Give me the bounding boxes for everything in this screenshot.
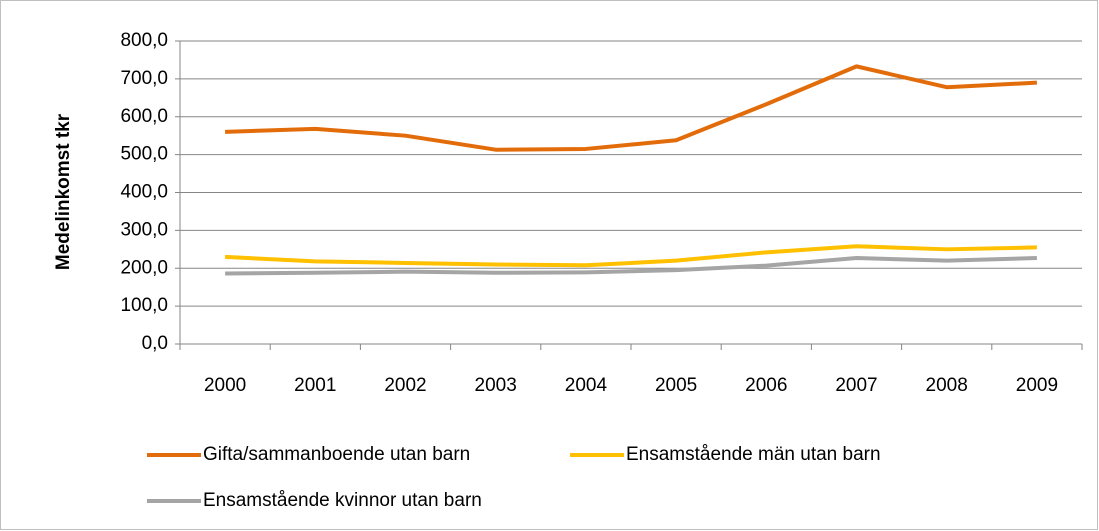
x-tick-label: 2008 — [926, 375, 968, 396]
legend-label: Ensamstående kvinnor utan barn — [203, 490, 482, 511]
y-tick-label: 100,0 — [120, 295, 168, 316]
y-tick-label: 600,0 — [120, 106, 168, 127]
series-line — [225, 256, 1037, 276]
x-tick-label: 2003 — [475, 375, 517, 396]
y-tick-label: 0,0 — [142, 333, 168, 354]
y-axis-label: Medelinkomst tkr — [53, 113, 74, 270]
y-tick-label: 300,0 — [120, 219, 168, 240]
x-tick-label: 2007 — [835, 375, 877, 396]
y-tick-label: 800,0 — [120, 30, 168, 51]
y-tick-label: 500,0 — [120, 144, 168, 165]
x-tick-label: 2009 — [1016, 375, 1058, 396]
x-tick-label: 2004 — [565, 375, 608, 396]
x-tick-label: 2001 — [294, 375, 336, 396]
y-tick-label: 700,0 — [120, 68, 168, 89]
y-tick-label: 400,0 — [120, 182, 168, 203]
series-line — [225, 64, 1038, 152]
x-tick-label: 2006 — [745, 375, 787, 396]
series-line — [224, 244, 1037, 268]
legend-label: Gifta/sammanboende utan barn — [203, 444, 470, 465]
x-tick-label: 2000 — [204, 375, 246, 396]
x-tick-label: 2005 — [655, 375, 697, 396]
y-tick-label: 200,0 — [120, 257, 168, 278]
legend-label: Ensamstående män utan barn — [626, 444, 881, 465]
x-tick-label: 2002 — [384, 375, 426, 396]
